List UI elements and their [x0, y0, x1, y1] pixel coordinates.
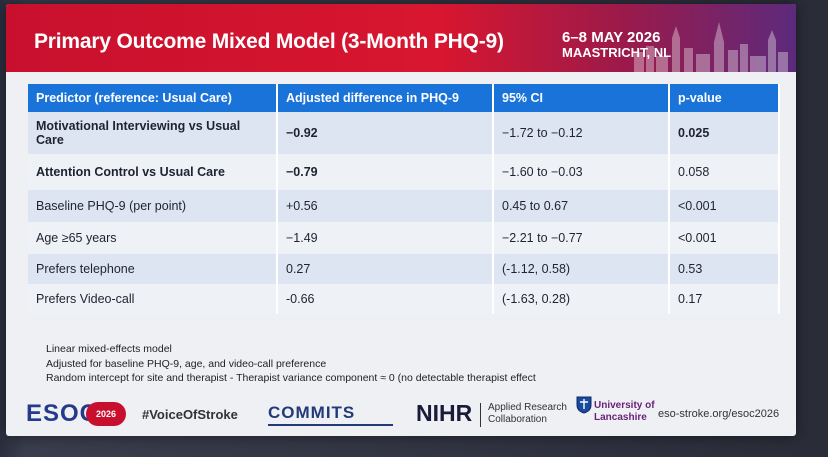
nihr-subtitle: Applied Research Collaboration: [488, 402, 567, 426]
university-name-line: Lancashire: [594, 412, 647, 423]
presentation-slide: Primary Outcome Mixed Model (3-Month PHQ…: [6, 4, 796, 436]
footnote: Random intercept for site and therapist …: [46, 372, 536, 384]
esoc-year-badge: 2026: [86, 402, 126, 426]
cell-predictor: Motivational Interviewing vs Usual Care: [28, 112, 278, 154]
nihr-subtitle-line: Collaboration: [488, 414, 547, 425]
cell-diff: -0.66: [277, 284, 494, 314]
cell-diff: −1.49: [277, 222, 494, 254]
cell-predictor: Prefers Video-call: [28, 284, 278, 314]
table-row: Motivational Interviewing vs Usual Care …: [28, 112, 780, 154]
university-crest-icon: [576, 396, 592, 414]
cell-ci: −1.72 to −0.12: [493, 112, 670, 154]
table-row: Attention Control vs Usual Care −0.79 −1…: [28, 154, 780, 190]
cell-p: 0.53: [669, 254, 780, 284]
footnote: Linear mixed-effects model: [46, 343, 172, 355]
header-adjusted-difference: Adjusted difference in PHQ-9: [277, 84, 494, 112]
cell-diff: −0.79: [277, 154, 494, 190]
nihr-divider: [480, 403, 481, 427]
nihr-logo: NIHR: [416, 400, 473, 426]
table-header-row: Predictor (reference: Usual Care) Adjust…: [28, 84, 780, 112]
nihr-subtitle-line: Applied Research: [488, 402, 567, 413]
cell-predictor: Prefers telephone: [28, 254, 278, 284]
hashtag: #VoiceOfStroke: [142, 407, 238, 422]
cell-p: 0.17: [669, 284, 780, 314]
header-ci: 95% CI: [493, 84, 670, 112]
sponsor-footer: ESOC 2026 #VoiceOfStroke COMMITS NIHR Ap…: [6, 394, 796, 436]
university-logo: University of Lancashire: [594, 400, 655, 424]
esoc-logo: ESOC: [26, 400, 99, 427]
slide-banner: Primary Outcome Mixed Model (3-Month PHQ…: [6, 4, 796, 72]
header-predictor: Predictor (reference: Usual Care): [28, 84, 278, 112]
cell-diff: −0.92: [277, 112, 494, 154]
conference-url: eso-stroke.org/esoc2026: [658, 408, 780, 420]
event-dates: 6–8 MAY 2026: [562, 29, 661, 46]
cell-diff: 0.27: [277, 254, 494, 284]
cell-p: 0.058: [669, 154, 780, 190]
table-row: Age ≥65 years −1.49 −2.21 to −0.77 <0.00…: [28, 222, 780, 254]
table-row: Prefers Video-call -0.66 (-1.63, 0.28) 0…: [28, 284, 780, 314]
cell-ci: −2.21 to −0.77: [493, 222, 670, 254]
cell-p: <0.001: [669, 222, 780, 254]
cell-ci: (-1.63, 0.28): [493, 284, 670, 314]
cell-predictor: Baseline PHQ-9 (per point): [28, 190, 278, 222]
cell-ci: −1.60 to −0.03: [493, 154, 670, 190]
table-row: Prefers telephone 0.27 (-1.12, 0.58) 0.5…: [28, 254, 780, 284]
commits-logo: COMMITS: [268, 403, 356, 422]
university-name-line: University of: [594, 400, 655, 411]
cell-p: <0.001: [669, 190, 780, 222]
event-location: MAASTRICHT, NL: [562, 45, 672, 60]
footnote: Adjusted for baseline PHQ-9, age, and vi…: [46, 357, 327, 370]
commits-underline: [268, 424, 393, 426]
cell-ci: 0.45 to 0.67: [493, 190, 670, 222]
cell-p: 0.025: [669, 112, 780, 154]
footnotes: Linear mixed-effects model Adjusted for …: [46, 342, 536, 386]
table-row: Baseline PHQ-9 (per point) +0.56 0.45 to…: [28, 190, 780, 222]
cell-ci: (-1.12, 0.58): [493, 254, 670, 284]
header-p-value: p-value: [669, 84, 780, 112]
cell-predictor: Age ≥65 years: [28, 222, 278, 254]
slide-title: Primary Outcome Mixed Model (3-Month PHQ…: [34, 30, 504, 53]
city-skyline-icon: [634, 22, 788, 72]
cell-predictor: Attention Control vs Usual Care: [28, 154, 278, 190]
results-table: Predictor (reference: Usual Care) Adjust…: [28, 84, 780, 314]
event-info: 6–8 MAY 2026 MAASTRICHT, NL: [562, 30, 671, 60]
cell-diff: +0.56: [277, 190, 494, 222]
